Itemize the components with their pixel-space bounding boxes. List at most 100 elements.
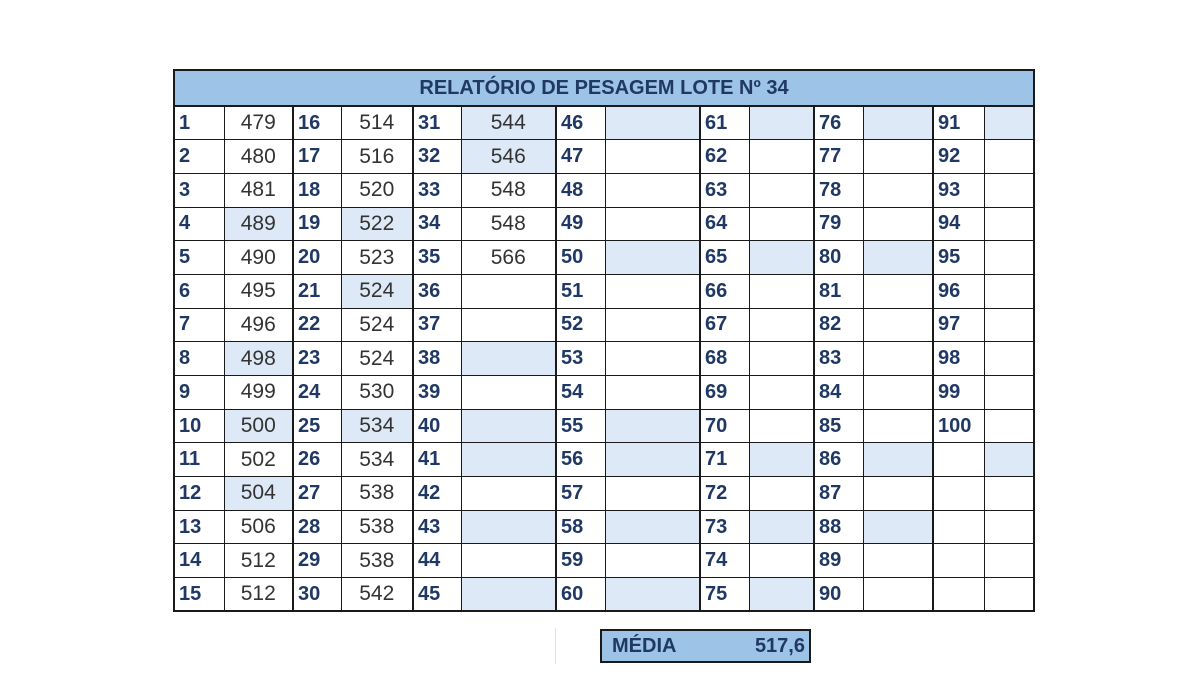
animal-number xyxy=(932,509,985,545)
animal-number: 75 xyxy=(699,577,750,612)
animal-number: 84 xyxy=(813,375,864,410)
animal-number xyxy=(932,442,985,478)
animal-number: 27 xyxy=(292,476,342,511)
weight-value xyxy=(748,577,815,612)
animal-number: 41 xyxy=(412,442,462,478)
animal-number: 33 xyxy=(412,172,462,208)
animal-number: 88 xyxy=(813,509,864,545)
animal-number: 91 xyxy=(932,105,985,141)
animal-number: 90 xyxy=(813,577,864,612)
animal-number: 52 xyxy=(555,307,606,343)
animal-number: 65 xyxy=(699,240,750,275)
animal-number: 44 xyxy=(412,543,462,579)
animal-number: 61 xyxy=(699,105,750,141)
animal-number: 29 xyxy=(292,543,342,579)
weight-value xyxy=(604,307,701,343)
animal-number: 13 xyxy=(173,509,225,545)
weight-value: 566 xyxy=(460,240,557,275)
animal-number: 72 xyxy=(699,476,750,511)
animal-number: 49 xyxy=(555,206,606,242)
weight-value xyxy=(983,341,1035,376)
animal-number: 80 xyxy=(813,240,864,275)
weight-value: 544 xyxy=(460,105,557,141)
weight-value: 512 xyxy=(223,577,294,612)
animal-number: 51 xyxy=(555,273,606,309)
animal-number: 78 xyxy=(813,172,864,208)
weight-value xyxy=(983,408,1035,444)
animal-number: 19 xyxy=(292,206,342,242)
animal-number: 43 xyxy=(412,509,462,545)
animal-number: 95 xyxy=(932,240,985,275)
weight-value: 546 xyxy=(460,139,557,174)
weight-value xyxy=(862,307,934,343)
animal-number: 17 xyxy=(292,139,342,174)
weight-value xyxy=(460,543,557,579)
animal-number: 42 xyxy=(412,476,462,511)
weight-value xyxy=(983,307,1035,343)
weight-value xyxy=(862,577,934,612)
weight-value xyxy=(460,442,557,478)
weight-value: 530 xyxy=(340,375,414,410)
weight-value xyxy=(748,273,815,309)
animal-number: 20 xyxy=(292,240,342,275)
animal-number: 36 xyxy=(412,273,462,309)
animal-number: 56 xyxy=(555,442,606,478)
weight-value xyxy=(604,105,701,141)
table-row: 6 495 21 524 36 51 66 81 96 xyxy=(173,273,1035,309)
table-row: 15 512 30 542 45 60 75 90 xyxy=(173,577,1035,612)
weight-value: 542 xyxy=(340,577,414,612)
animal-number: 96 xyxy=(932,273,985,309)
table-row: 9 499 24 530 39 54 69 84 99 xyxy=(173,375,1035,410)
animal-number: 50 xyxy=(555,240,606,275)
animal-number: 11 xyxy=(173,442,225,478)
weight-value xyxy=(604,577,701,612)
animal-number: 10 xyxy=(173,408,225,444)
weight-value xyxy=(983,273,1035,309)
weight-value xyxy=(862,476,934,511)
animal-number: 48 xyxy=(555,172,606,208)
animal-number xyxy=(932,577,985,612)
weight-value: 548 xyxy=(460,206,557,242)
weight-value xyxy=(604,442,701,478)
weight-value xyxy=(604,240,701,275)
weight-value xyxy=(748,307,815,343)
weight-value xyxy=(862,375,934,410)
animal-number: 83 xyxy=(813,341,864,376)
animal-number: 14 xyxy=(173,543,225,579)
weight-value: 522 xyxy=(340,206,414,242)
table-row: 10 500 25 534 40 55 70 85 100 xyxy=(173,408,1035,444)
weight-value xyxy=(862,206,934,242)
weight-value: 500 xyxy=(223,408,294,444)
weight-value: 496 xyxy=(223,307,294,343)
animal-number: 94 xyxy=(932,206,985,242)
weight-value xyxy=(604,375,701,410)
weight-value xyxy=(862,442,934,478)
weight-value xyxy=(460,273,557,309)
table-row: 8 498 23 524 38 53 68 83 98 xyxy=(173,341,1035,376)
weight-value xyxy=(748,172,815,208)
weight-value xyxy=(983,442,1035,478)
weight-value xyxy=(604,476,701,511)
weight-value xyxy=(748,442,815,478)
weight-value: 520 xyxy=(340,172,414,208)
animal-number: 21 xyxy=(292,273,342,309)
weight-value xyxy=(862,408,934,444)
animal-number: 25 xyxy=(292,408,342,444)
animal-number: 69 xyxy=(699,375,750,410)
weight-value xyxy=(983,206,1035,242)
animal-number: 63 xyxy=(699,172,750,208)
weight-value xyxy=(460,375,557,410)
animal-number: 93 xyxy=(932,172,985,208)
animal-number: 22 xyxy=(292,307,342,343)
average-box: MÉDIA 517,6 xyxy=(600,629,811,663)
weight-value xyxy=(862,509,934,545)
animal-number xyxy=(932,543,985,579)
weight-value: 523 xyxy=(340,240,414,275)
report-title-row: RELATÓRIO DE PESAGEM LOTE Nº 34 xyxy=(173,69,1035,107)
weight-value xyxy=(460,307,557,343)
animal-number: 46 xyxy=(555,105,606,141)
weighing-report-table: RELATÓRIO DE PESAGEM LOTE Nº 34 1 479 16 51… xyxy=(173,69,1035,613)
table-row: 5 490 20 523 35 566 50 65 80 95 xyxy=(173,240,1035,275)
weight-value xyxy=(983,509,1035,545)
weight-value xyxy=(862,139,934,174)
